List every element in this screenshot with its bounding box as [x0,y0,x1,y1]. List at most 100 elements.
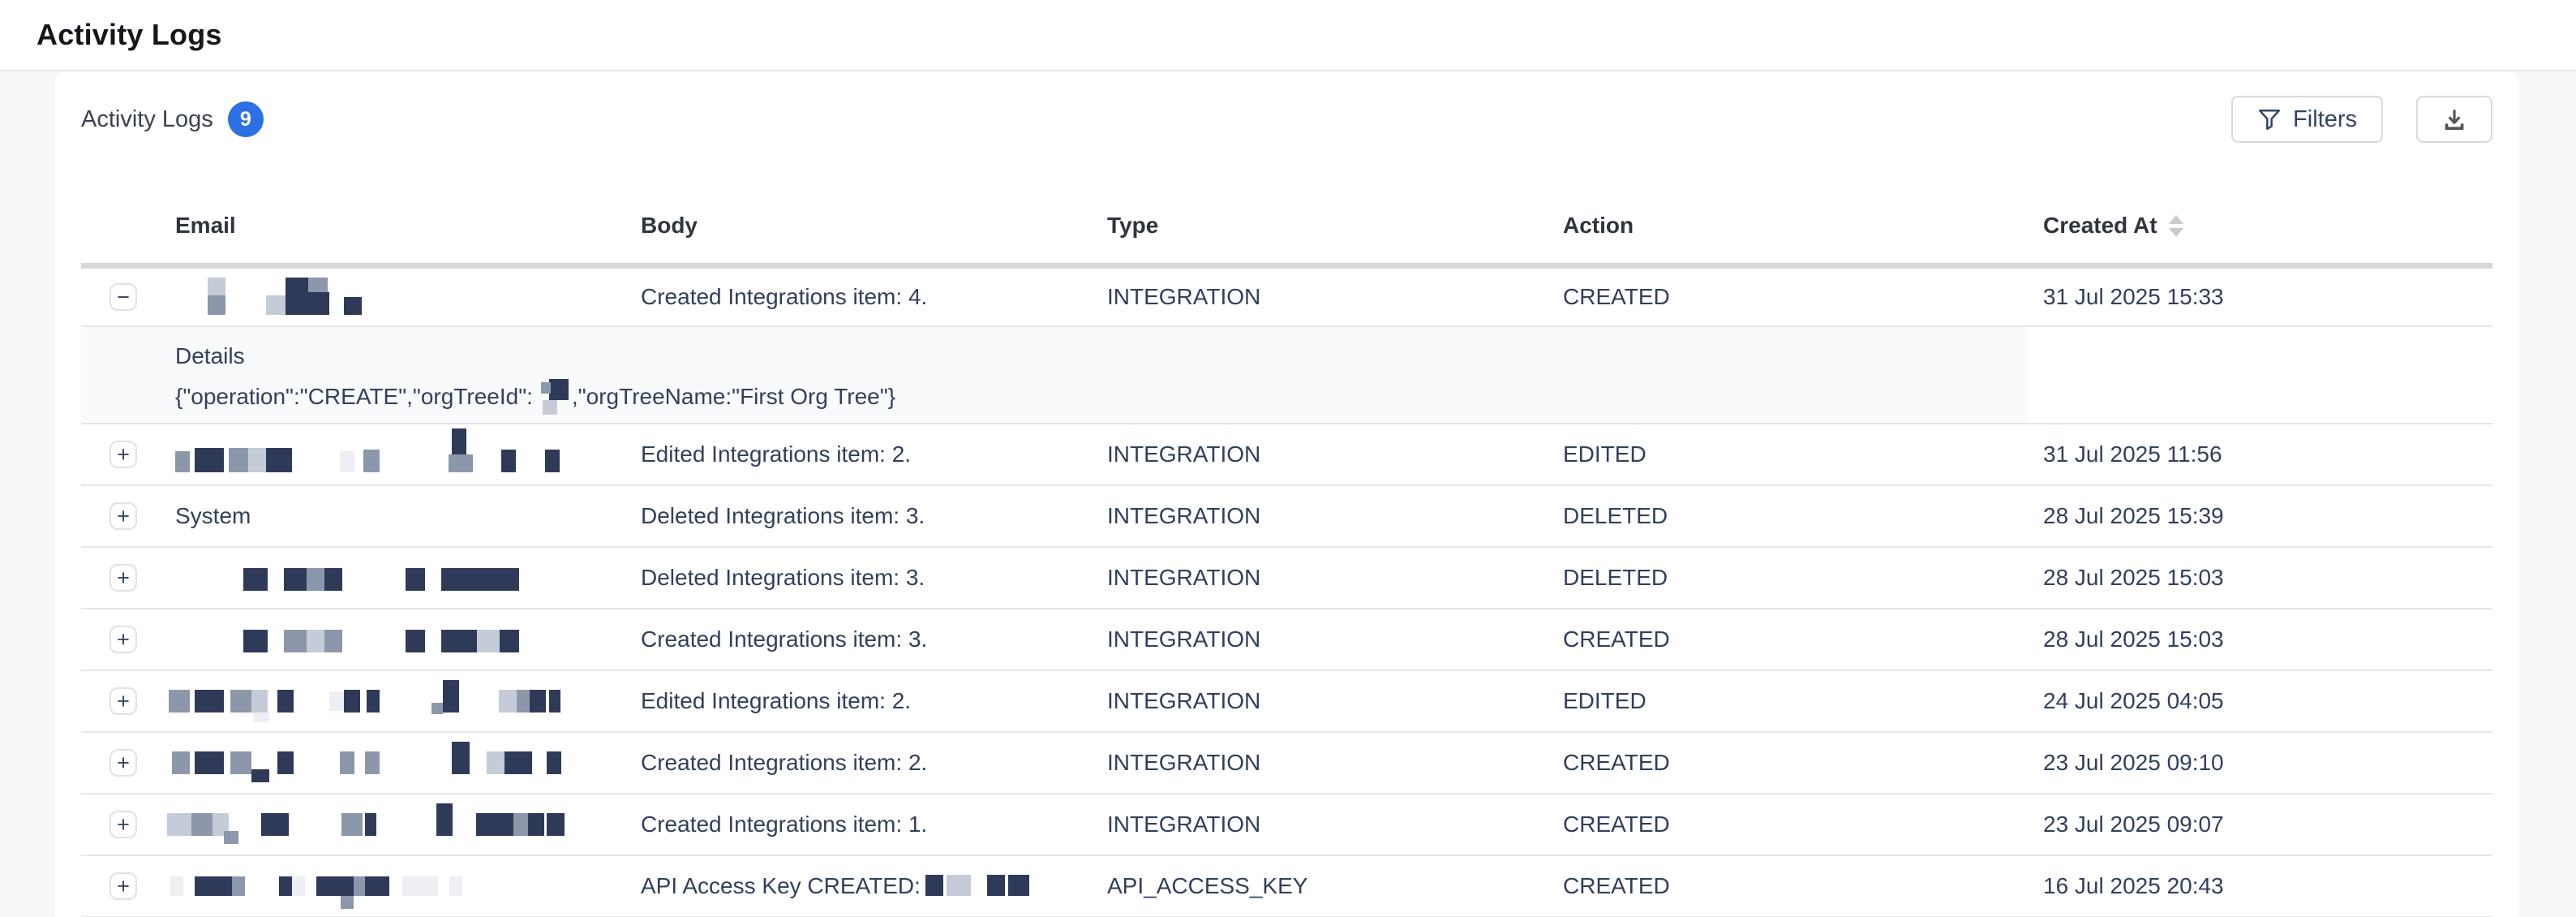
action-cell: EDITED [1563,688,1646,713]
expander-cell: + [109,609,137,669]
created-at-cell: 24 Jul 2025 04:05 [2043,688,2224,713]
body-text: Deleted Integrations item: 3. [641,503,925,528]
details-json-prefix: {"operation":"CREATE","orgTreeId": [175,384,533,409]
type-cell: INTEGRATION [1107,565,1261,590]
action-cell: CREATED [1563,626,1670,652]
table-row: + System Deleted Integrations item: 3. INTE… [81,486,2492,548]
body-cell: Created Integrations item: 3. [641,609,1095,669]
expander-cell: + [109,856,137,916]
action-cell: DELETED [1563,503,1668,528]
table-row: + Edited Integrations item: 2. INTEGRATION… [81,424,2492,486]
column-header-body: Body [641,213,698,238]
details-json-suffix: ,"orgTreeName:"First Org Tree"} [571,384,896,409]
type-cell: API_ACCESS_KEY [1107,873,1308,898]
expand-row-button[interactable]: + [109,564,137,592]
expand-row-button[interactable]: + [109,687,137,715]
expand-row-button[interactable]: + [109,441,137,468]
column-header-action: Action [1563,213,1634,238]
email-text: System [175,503,251,528]
email-cell [175,609,629,669]
action-cell: CREATED [1563,812,1670,837]
details-row: Details {"operation":"CREATE","orgTreeId"… [81,327,2492,424]
collapse-row-button[interactable]: − [109,283,137,311]
redaction-mosaic [167,803,629,846]
panel-title: Activity Logs [81,105,213,132]
body-text: Edited Integrations item: 2. [641,688,912,713]
page-header: Activity Logs [0,0,2576,71]
redaction-mosaic [925,868,1047,904]
table-row: + Created Integrations item: 2. INTEGRATIO… [81,733,2492,794]
expand-row-button[interactable]: + [109,811,137,838]
body-cell: Created Integrations item: 1. [641,794,1095,855]
action-cell: CREATED [1563,284,1670,309]
action-cell: CREATED [1563,873,1670,898]
type-cell: INTEGRATION [1107,750,1261,775]
body-text: API Access Key CREATED: [641,873,921,898]
email-cell: System [175,486,629,546]
redaction-mosaic [175,276,629,318]
expander-cell: + [109,548,137,608]
body-text: Created Integrations item: 1. [641,812,928,837]
body-cell: Edited Integrations item: 2. [641,424,1095,484]
created-at-cell: 23 Jul 2025 09:10 [2043,750,2224,775]
expand-row-button[interactable]: + [109,749,137,777]
body-cell: Created Integrations item: 4. [641,269,1095,325]
details-background [81,327,2028,423]
expander-cell: + [109,733,137,793]
email-cell [175,424,629,484]
column-header-email: Email [175,213,236,238]
redaction-mosaic [175,557,629,599]
table-row: + API Access Key CREATED: API_ACCESS_KEY CR… [81,856,2492,917]
filters-button[interactable]: Filters [2231,96,2383,143]
email-cell [175,269,629,325]
filters-label: Filters [2293,105,2357,132]
email-cell [172,733,629,793]
table-body: − Created Integrations item: 4. INTEGRATIO… [81,269,2492,917]
funnel-icon [2257,107,2282,131]
download-button[interactable] [2416,96,2492,143]
email-cell [170,856,629,916]
body-text: Created Integrations item: 3. [641,626,928,652]
body-cell: Edited Integrations item: 2. [641,671,1095,731]
redaction-mosaic [170,865,629,909]
table-row: + Created Integrations item: 3. INTEGRATIO… [81,609,2492,671]
created-at-cell: 31 Jul 2025 11:56 [2043,441,2222,467]
table-header-row: Email Body Type Action Created At [81,208,2492,243]
type-cell: INTEGRATION [1107,626,1261,652]
table-row: + Edited Integrations item: 2. INTEGRATION… [81,671,2492,733]
created-at-cell: 31 Jul 2025 15:33 [2043,284,2224,309]
column-header-type: Type [1107,213,1159,238]
body-text: Created Integrations item: 4. [641,284,928,309]
column-header-created-at[interactable]: Created At [2043,208,2183,243]
toolbar-actions: Filters [2231,96,2492,143]
page-title: Activity Logs [36,18,222,51]
body-cell: Deleted Integrations item: 3. [641,548,1095,608]
type-cell: INTEGRATION [1107,441,1261,467]
activity-logs-card: Activity Logs 9 Filters Email Body Type … [55,71,2519,917]
body-text: Deleted Integrations item: 3. [641,565,925,590]
type-cell: INTEGRATION [1107,284,1261,309]
email-cell [175,548,629,608]
count-badge: 9 [227,101,264,137]
body-text: Edited Integrations item: 2. [641,441,912,467]
expand-row-button[interactable]: + [109,872,137,900]
created-at-cell: 16 Jul 2025 20:43 [2043,873,2224,898]
email-cell [167,794,629,855]
sort-icon [2168,214,2183,237]
body-cell: API Access Key CREATED: [641,856,1095,916]
table-row: + Deleted Integrations item: 3. INTEGRATIO… [81,548,2492,609]
details-json: {"operation":"CREATE","orgTreeId": ,"orgT… [175,377,895,416]
created-at-cell: 28 Jul 2025 15:39 [2043,503,2224,528]
redaction-mosaic [175,618,629,661]
expander-cell: + [109,794,137,855]
expander-cell: + [109,486,137,546]
created-at-cell: 23 Jul 2025 09:07 [2043,812,2224,837]
redaction-mosaic [169,680,629,722]
body-cell: Deleted Integrations item: 3. [641,486,1095,546]
redaction-mosaic [175,428,629,476]
action-cell: CREATED [1563,750,1670,775]
details-label: Details [175,343,245,368]
type-cell: INTEGRATION [1107,688,1261,713]
expand-row-button[interactable]: + [109,626,137,653]
expand-row-button[interactable]: + [109,502,137,530]
